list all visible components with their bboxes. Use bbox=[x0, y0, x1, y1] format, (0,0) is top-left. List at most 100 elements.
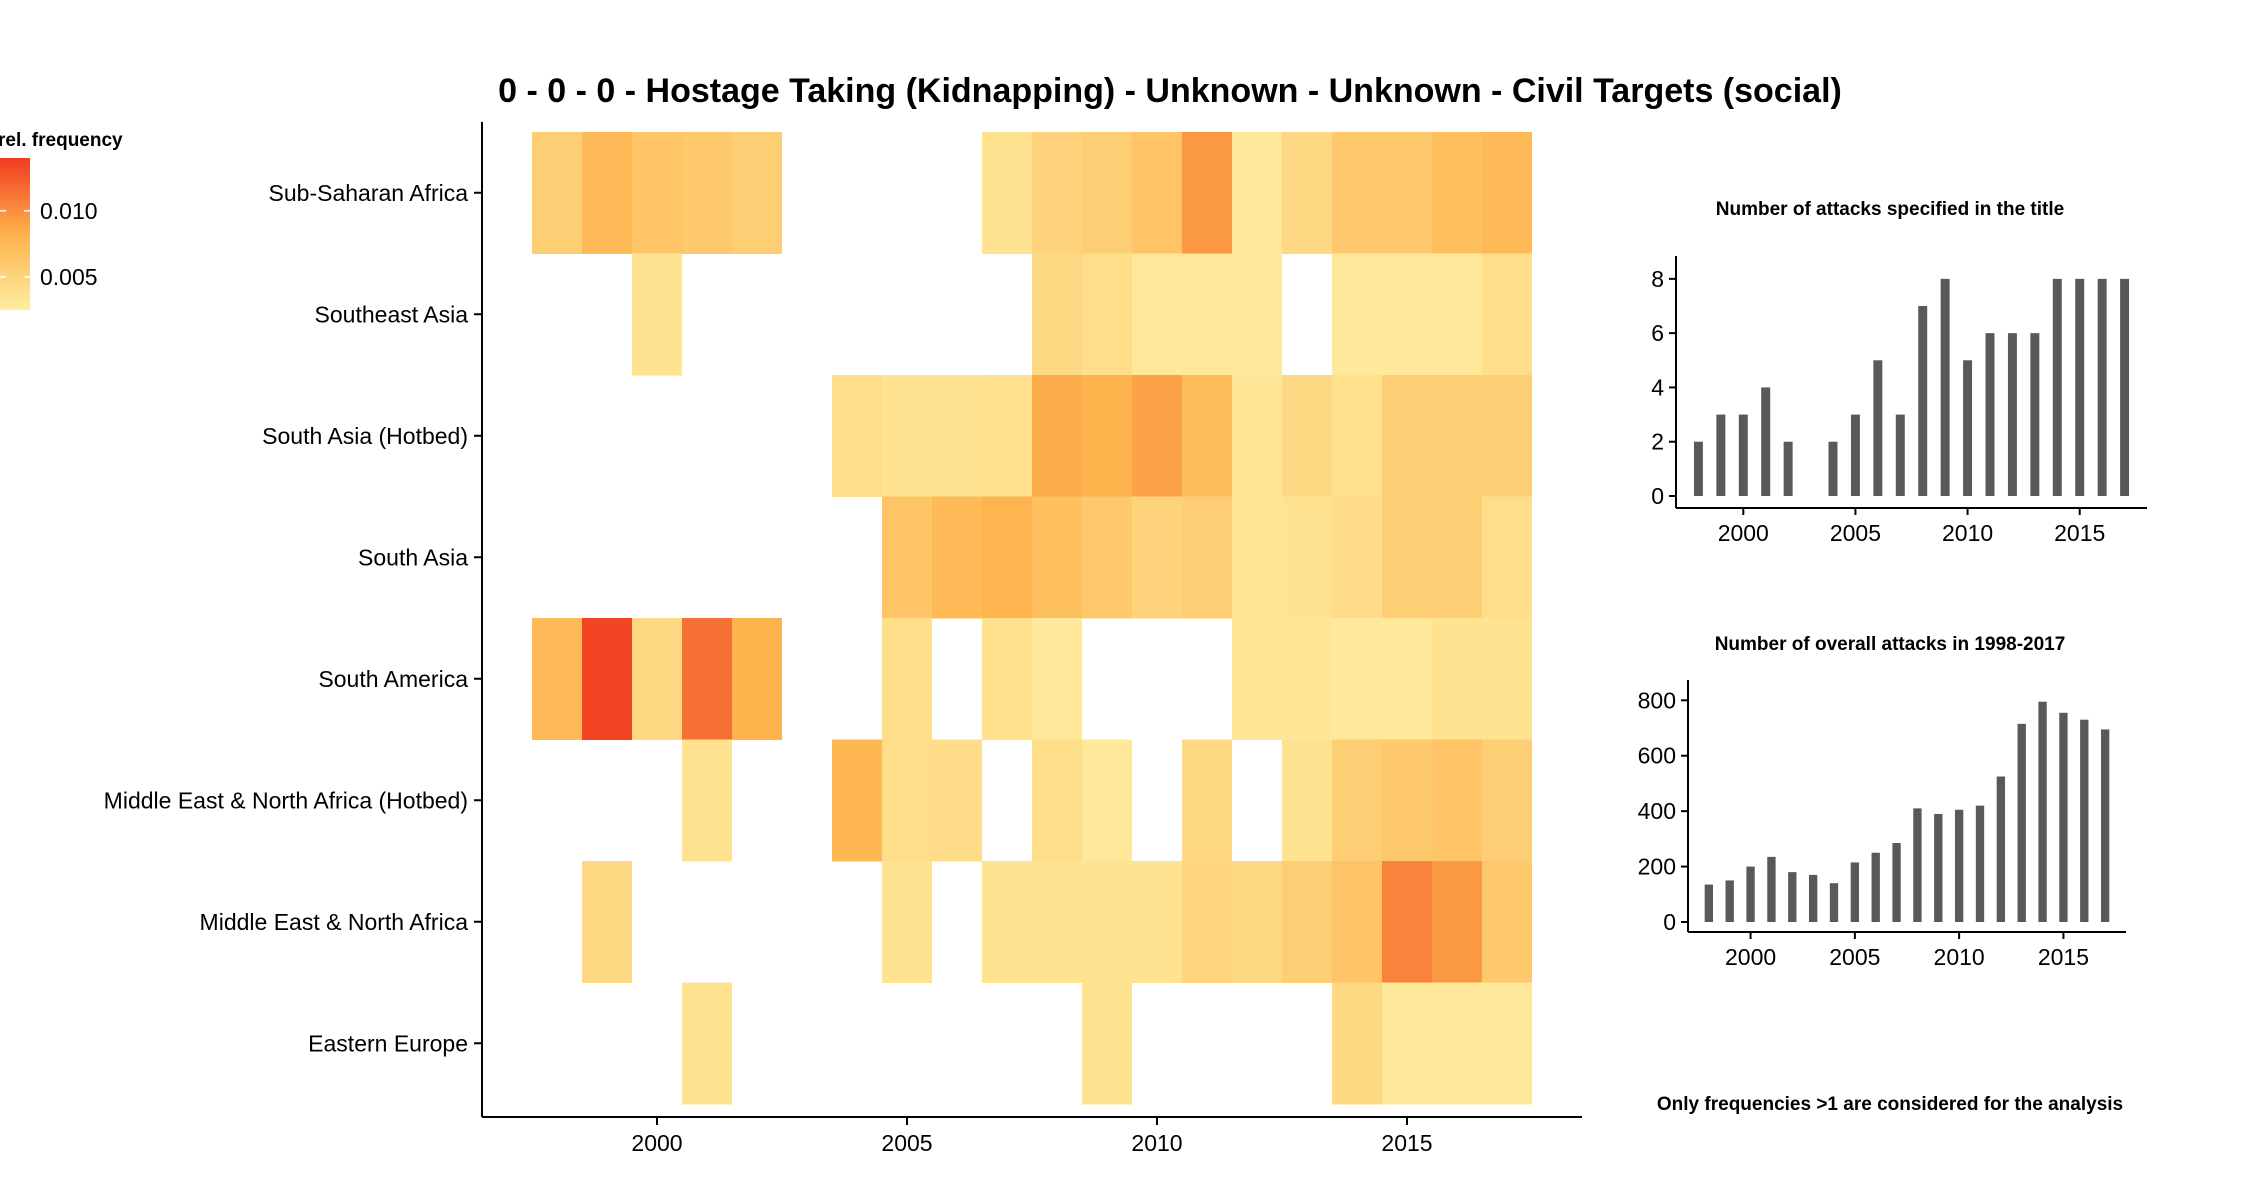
bar bbox=[2038, 701, 2047, 922]
bar bbox=[1829, 883, 1839, 922]
heatmap-cell bbox=[832, 739, 882, 862]
bar bbox=[1918, 306, 1928, 496]
heatmap-cell bbox=[1182, 739, 1232, 862]
heatmap-cell bbox=[1382, 739, 1432, 862]
heatmap-cell bbox=[1432, 618, 1482, 740]
y-tick-label: Middle East & North Africa (Hotbed) bbox=[104, 787, 468, 813]
heatmap-cell bbox=[1082, 132, 1132, 254]
bar bbox=[2120, 278, 2130, 496]
heatmap-cell bbox=[1032, 496, 1082, 619]
bar bbox=[1850, 414, 1860, 496]
heatmap-cell bbox=[932, 739, 982, 862]
heatmap-cell bbox=[1232, 861, 1282, 983]
heatmap-cell bbox=[932, 496, 982, 619]
heatmap-cell bbox=[1232, 496, 1282, 619]
bar bbox=[1975, 805, 1985, 922]
bar bbox=[1738, 414, 1748, 496]
heatmap-cell bbox=[1082, 861, 1132, 983]
heatmap-cell bbox=[1132, 132, 1182, 254]
bottom-bar-title: Number of overall attacks in 1998-2017 bbox=[1715, 634, 2066, 655]
bar bbox=[1895, 414, 1905, 496]
bar bbox=[1871, 852, 1880, 922]
heatmap-cell bbox=[682, 739, 732, 862]
bar bbox=[1808, 874, 1818, 922]
bar bbox=[1940, 278, 1950, 496]
heatmap-cell bbox=[532, 618, 582, 740]
bar-y-tick-label: 200 bbox=[1638, 854, 1676, 880]
heatmap-cell bbox=[882, 861, 932, 983]
heatmap-cell bbox=[1132, 496, 1182, 619]
bar bbox=[2052, 278, 2062, 496]
heatmap-cell bbox=[582, 861, 632, 983]
heatmap-cell bbox=[1232, 375, 1282, 497]
heatmap-cell bbox=[732, 132, 782, 254]
bar bbox=[1850, 862, 1860, 922]
bar-x-tick-label: 2000 bbox=[1718, 520, 1769, 546]
heatmap-cell bbox=[1482, 132, 1532, 254]
bar-y-tick-label: 2 bbox=[1651, 429, 1664, 455]
bar bbox=[1934, 813, 1943, 922]
legend: rel. frequency 0.010 0.005 bbox=[0, 130, 123, 310]
bar-y-tick-label: 8 bbox=[1651, 266, 1664, 292]
heatmap-cell bbox=[532, 132, 582, 254]
heatmap-cell bbox=[1482, 739, 1532, 862]
footnote: Only frequencies >1 are considered for t… bbox=[1657, 1094, 2123, 1115]
bar-y-tick-label: 800 bbox=[1638, 687, 1676, 713]
heatmap bbox=[532, 132, 1532, 1105]
bar bbox=[2059, 712, 2068, 922]
bar bbox=[2097, 278, 2107, 496]
heatmap-cell bbox=[1082, 375, 1132, 497]
heatmap-cell bbox=[1332, 253, 1382, 376]
heatmap-cell bbox=[882, 496, 932, 619]
bar-y-tick-label: 4 bbox=[1651, 374, 1664, 400]
heatmap-cell bbox=[1232, 132, 1282, 254]
heatmap-cell bbox=[1282, 861, 1332, 983]
bar-x-tick-label: 2005 bbox=[1829, 944, 1880, 970]
heatmap-cell bbox=[1432, 739, 1482, 862]
x-tick-label: 2010 bbox=[1131, 1130, 1182, 1156]
heatmap-cell bbox=[1382, 496, 1432, 619]
bar-x-tick-label: 2015 bbox=[2038, 944, 2089, 970]
bar-x-tick-label: 2010 bbox=[1934, 944, 1985, 970]
legend-tick-label: 0.010 bbox=[40, 198, 98, 224]
heatmap-cell bbox=[1282, 496, 1332, 619]
heatmap-cell bbox=[1432, 496, 1482, 619]
heatmap-cell bbox=[1032, 739, 1082, 862]
heatmap-cell bbox=[1332, 861, 1382, 983]
heatmap-cell bbox=[682, 618, 732, 740]
heatmap-cell bbox=[882, 618, 932, 740]
heatmap-cell bbox=[1082, 496, 1132, 619]
heatmap-cell bbox=[1182, 861, 1232, 983]
heatmap-cell bbox=[632, 132, 682, 254]
heatmap-cell bbox=[1482, 496, 1532, 619]
bottom-bar-chart: 0 200 400 600 800 2000 2005 2010 2015 bbox=[1638, 680, 2126, 970]
heatmap-cell bbox=[932, 375, 982, 497]
heatmap-cell bbox=[1382, 375, 1432, 497]
bar bbox=[1788, 872, 1797, 922]
top-bar-chart: 0 2 4 6 8 2000 2005 2010 2015 bbox=[1651, 256, 2147, 546]
bar bbox=[1892, 843, 1901, 922]
heatmap-cell bbox=[1382, 253, 1432, 376]
legend-ticks: 0.010 0.005 bbox=[0, 198, 98, 290]
heatmap-cell bbox=[1182, 375, 1232, 497]
bar bbox=[1716, 414, 1726, 496]
heatmap-cell bbox=[1432, 132, 1482, 254]
bar bbox=[1746, 866, 1755, 922]
bar bbox=[1985, 333, 1995, 496]
bar bbox=[1761, 387, 1771, 496]
bar bbox=[1996, 776, 2006, 922]
heatmap-cell bbox=[1432, 861, 1482, 983]
bar-x-tick-label: 2000 bbox=[1725, 944, 1776, 970]
heatmap-cell bbox=[1332, 496, 1382, 619]
heatmap-cell bbox=[1032, 132, 1082, 254]
legend-title: rel. frequency bbox=[0, 130, 123, 151]
heatmap-cell bbox=[1282, 618, 1332, 740]
y-tick-label: Middle East & North Africa bbox=[200, 909, 469, 935]
heatmap-cell bbox=[882, 375, 932, 497]
bar bbox=[1704, 884, 1714, 922]
bar bbox=[1913, 808, 1922, 922]
heatmap-cell bbox=[582, 132, 632, 254]
heatmap-cell bbox=[1432, 982, 1482, 1105]
bar-x-tick-label: 2015 bbox=[2054, 520, 2105, 546]
bar bbox=[2100, 729, 2110, 922]
